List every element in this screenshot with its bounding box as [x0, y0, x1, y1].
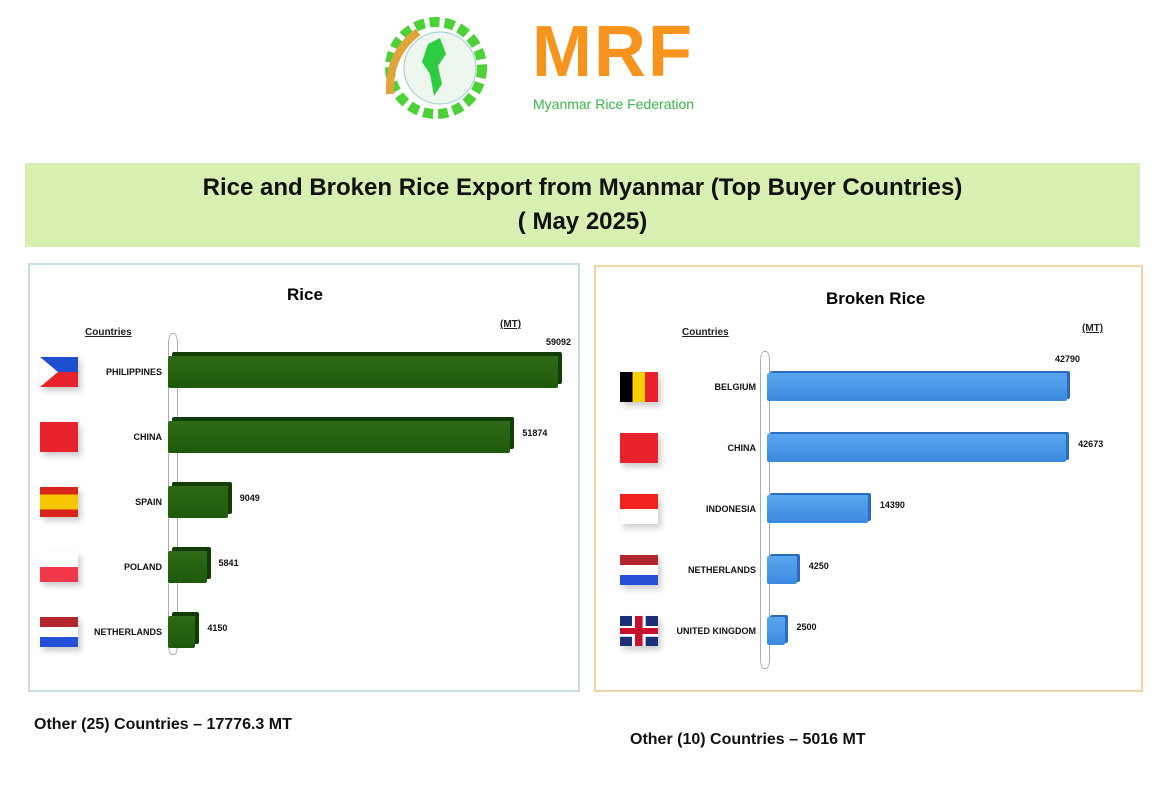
bar-china — [168, 421, 511, 453]
bar-belgium — [767, 373, 1067, 401]
category-label: SPAIN — [135, 497, 162, 507]
category-label: NETHERLANDS — [93, 627, 162, 637]
broken-rice-chart-panel: Broken Rice Countries (MT) BELGIUM 42790 C… — [594, 265, 1143, 692]
category-label: INDONESIA — [705, 504, 756, 514]
broken-countries-header: Countries — [682, 327, 729, 338]
bar-poland — [168, 551, 207, 583]
bar-united-kingdom — [767, 617, 785, 645]
category-label: POLAND — [124, 562, 162, 572]
broken-other-countries-note: Other (10) Countries – 5016 MT — [630, 731, 866, 748]
bar-indonesia — [767, 495, 868, 523]
chart-title: Rice and Broken Rice Export from Myanmar… — [202, 174, 963, 201]
chart-subtitle: ( May 2025) — [517, 208, 648, 235]
data-label: 42673 — [1078, 439, 1104, 449]
category-label: CHINA — [727, 443, 757, 453]
category-label: UNITED KINGDOM — [676, 626, 757, 636]
logo-subtitle: Myanmar Rice Federation — [533, 96, 695, 112]
title-banner: Rice and Broken Rice Export from Myanmar… — [25, 163, 1140, 247]
spain-flag-icon — [40, 487, 78, 517]
data-label: 5841 — [218, 558, 239, 568]
category-label: CHINA — [133, 432, 163, 442]
netherlands-flag-icon — [40, 617, 78, 647]
philippines-flag-icon — [40, 357, 78, 387]
poland-flag-icon — [40, 552, 78, 582]
indonesia-flag-icon — [620, 494, 658, 524]
broken-unit-label: (MT) — [1082, 323, 1104, 334]
china-flag-icon — [40, 422, 78, 452]
rice-other-countries-note: Other (25) Countries – 17776.3 MT — [34, 716, 292, 733]
belgium-flag-icon — [620, 372, 658, 402]
bar-netherlands — [767, 556, 797, 584]
broken-rice-chart-title: Broken Rice — [826, 289, 926, 308]
bar-netherlands — [168, 616, 196, 648]
data-label: 51874 — [522, 428, 548, 438]
rice-countries-header: Countries — [85, 327, 132, 338]
data-label: 14390 — [879, 500, 905, 510]
bar-spain — [168, 486, 228, 518]
mrf-logo-emblem — [385, 17, 487, 119]
data-label: 9049 — [239, 493, 260, 503]
category-label: PHILIPPINES — [105, 367, 162, 377]
china-flag-icon — [620, 433, 658, 463]
rice-chart-title: Rice — [287, 285, 323, 304]
rice-chart-panel: Rice Countries (MT) PHILIPPINES 59092 CHIN… — [28, 263, 580, 692]
data-label: 59092 — [546, 337, 572, 347]
data-label: 42790 — [1055, 354, 1081, 364]
netherlands-flag-icon — [620, 555, 658, 585]
bar-philippines — [168, 356, 558, 388]
category-label: NETHERLANDS — [687, 565, 756, 575]
logo-text: MRF — [532, 12, 694, 92]
rice-unit-label: (MT) — [500, 319, 522, 330]
data-label: 2500 — [796, 622, 817, 632]
category-label: BELGIUM — [714, 382, 757, 392]
data-label: 4150 — [207, 623, 228, 633]
bar-china — [767, 434, 1067, 462]
data-label: 4250 — [808, 561, 829, 571]
united-kingdom-flag-icon — [620, 616, 658, 646]
